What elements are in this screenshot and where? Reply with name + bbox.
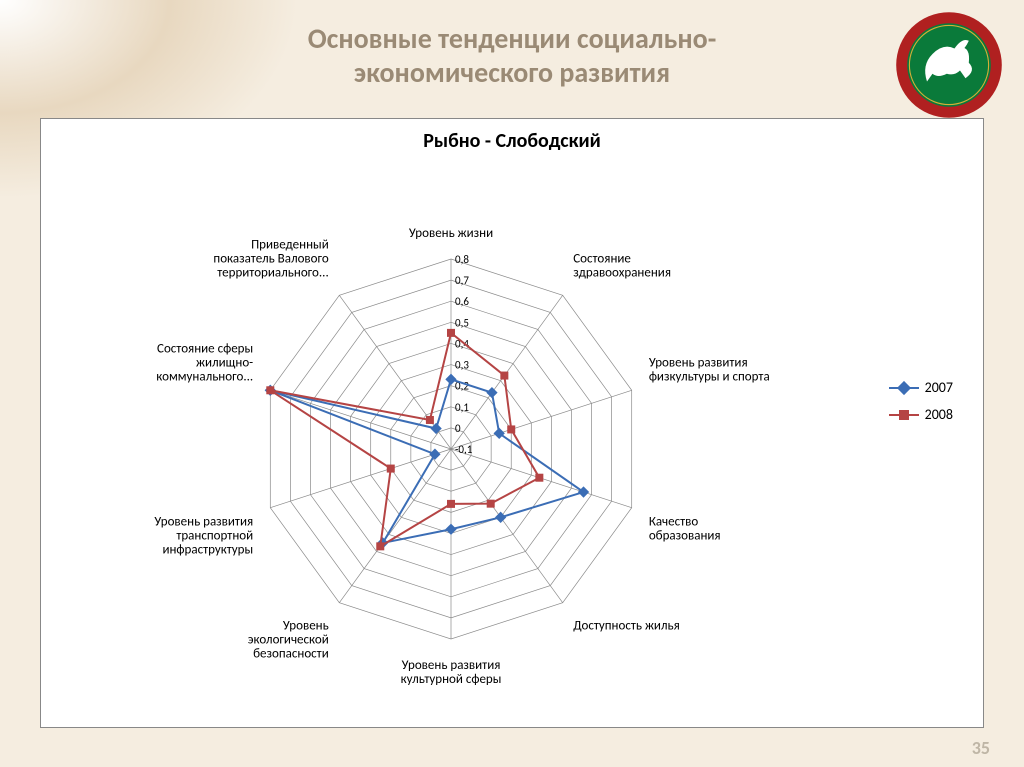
diamond-marker-icon: [897, 380, 911, 394]
chart-panel: Рыбно - Слободский -0,100,10,20,30,40,50…: [40, 118, 984, 728]
svg-text:Уровень развитиякультурной сфе: Уровень развитиякультурной сферы: [401, 658, 502, 687]
legend-line-2008: [889, 414, 919, 416]
svg-text:0,7: 0,7: [455, 274, 469, 287]
square-marker-icon: [899, 410, 909, 420]
legend-item-2008: 2008: [889, 406, 953, 423]
svg-text:Состояниездравоохранения: Состояниездравоохранения: [573, 252, 671, 281]
emblem-tatarstan: [894, 10, 1004, 120]
svg-text:0: 0: [455, 422, 461, 435]
svg-text:0,8: 0,8: [455, 253, 469, 266]
legend: 2007 2008: [889, 379, 953, 433]
legend-label-2007: 2007: [925, 379, 953, 396]
svg-text:-0,1: -0,1: [455, 443, 473, 456]
legend-label-2008: 2008: [925, 406, 953, 423]
svg-text:0,5: 0,5: [455, 316, 469, 329]
svg-text:Уровень жизни: Уровень жизни: [409, 226, 493, 241]
svg-text:Уровень развитиятранспортнойин: Уровень развитиятранспортнойинфраструкту…: [154, 514, 253, 557]
svg-text:Уровеньэкологическойбезопаснос: Уровеньэкологическойбезопасности: [248, 618, 329, 661]
svg-text:Уровень развитияфизкультуры и: Уровень развитияфизкультуры и спорта: [649, 356, 770, 385]
page-title: Основные тенденции социально- экономичес…: [0, 22, 1024, 89]
svg-text:0,4: 0,4: [455, 337, 469, 350]
chart-title: Рыбно - Слободский: [41, 129, 983, 153]
legend-line-2007: [889, 387, 919, 389]
radar-chart: -0,100,10,20,30,40,50,60,70,8Уровень жиз…: [41, 169, 985, 729]
svg-text:0,6: 0,6: [455, 295, 469, 308]
svg-text:0,1: 0,1: [455, 401, 469, 414]
svg-text:0,3: 0,3: [455, 359, 469, 372]
page-number: 35: [972, 737, 990, 759]
svg-text:Приведенныйпоказатель Валового: Приведенныйпоказатель Валовоготерриториа…: [213, 238, 328, 281]
svg-text:Состояние сферыжилищно-коммуна: Состояние сферыжилищно-коммунального...: [156, 342, 253, 385]
svg-text:Доступность жилья: Доступность жилья: [573, 618, 680, 633]
svg-text:Качествообразования: Качествообразования: [649, 514, 721, 543]
legend-item-2007: 2007: [889, 379, 953, 396]
